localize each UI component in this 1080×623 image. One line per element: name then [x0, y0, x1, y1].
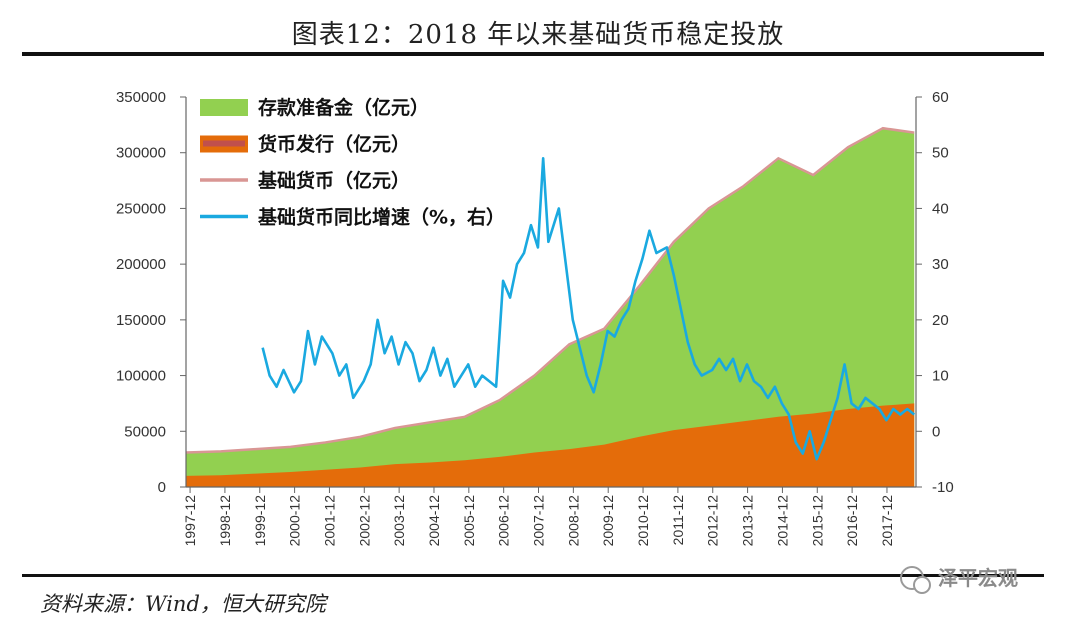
x-tick-label: 2016-12 — [844, 495, 860, 547]
left-y-tick-label: 0 — [158, 479, 166, 496]
line-base-money-yoy — [261, 156, 916, 461]
x-tick-label: 2002-12 — [356, 495, 372, 547]
watermark: 泽平宏观 — [900, 566, 1018, 594]
right-y-tick-label: 40 — [932, 200, 949, 217]
legend-label: 存款准备金（亿元） — [258, 96, 429, 119]
x-tick-label: 2001-12 — [321, 495, 337, 547]
right-y-tick-label: -10 — [932, 479, 954, 496]
chart-title: 图表12：2018 年以来基础货币稳定投放 — [292, 20, 785, 50]
legend-label: 货币发行（亿元） — [258, 133, 410, 156]
source-rule — [22, 574, 1044, 577]
x-tick-label: 2008-12 — [565, 495, 581, 547]
x-tick-label: 2009-12 — [600, 495, 616, 547]
right-y-tick-label: 60 — [932, 89, 949, 106]
x-tick-label: 2011-12 — [670, 495, 686, 546]
left-y-tick-label: 350000 — [116, 89, 166, 106]
left-y-ticks: 0 50000 100000 150000 200000 250000 300000 3500… — [116, 89, 186, 496]
x-tick-label: 1998-12 — [217, 495, 233, 547]
wechat-icon-small — [913, 576, 931, 594]
area-currency-issued — [186, 403, 915, 487]
x-tick-label: 2000-12 — [287, 495, 303, 547]
legend: 存款准备金（亿元） 货币发行（亿元） 基础货币（亿元） 基础货币同比增速（%，右） — [200, 96, 505, 229]
x-tick-label: 2013-12 — [740, 495, 756, 547]
x-tick-label: 2005-12 — [461, 495, 477, 547]
right-y-tick-label: 10 — [932, 368, 949, 385]
x-ticks: 1997-12 1998-12 1999-12 2000-12 2001-12 2002-… — [182, 487, 895, 546]
left-y-tick-label: 100000 — [116, 368, 166, 385]
watermark-text: 泽平宏观 — [938, 566, 1018, 590]
legend-swatch — [200, 99, 248, 116]
right-y-tick-label: 30 — [932, 256, 949, 273]
x-tick-label: 2017-12 — [879, 495, 895, 547]
line-layer — [185, 126, 916, 461]
title-underline — [22, 52, 1044, 56]
source-note: 资料来源：Wind，恒大研究院 — [40, 592, 329, 616]
area-layer — [186, 128, 915, 487]
left-y-tick-label: 50000 — [124, 423, 166, 440]
legend-swatch-inner — [203, 140, 245, 147]
x-tick-label: 2007-12 — [531, 495, 547, 547]
left-y-tick-label: 150000 — [116, 312, 166, 329]
left-y-tick-label: 300000 — [116, 145, 166, 162]
line-base-money — [185, 126, 915, 454]
x-tick-label: 2006-12 — [496, 495, 512, 547]
left-y-tick-label: 200000 — [116, 256, 166, 273]
right-y-tick-label: 20 — [932, 312, 949, 329]
x-tick-label: 1997-12 — [182, 495, 198, 547]
right-y-tick-label: 50 — [932, 145, 949, 162]
left-y-tick-label: 250000 — [116, 200, 166, 217]
x-tick-label: 2015-12 — [809, 495, 825, 547]
x-tick-label: 2004-12 — [426, 495, 442, 547]
x-tick-label: 2014-12 — [774, 495, 790, 547]
legend-label: 基础货币同比增速（%，右） — [257, 206, 505, 229]
right-y-tick-label: 0 — [932, 423, 940, 440]
x-tick-label: 2010-12 — [635, 495, 651, 547]
right-y-ticks: -10 0 10 20 30 40 50 60 — [916, 89, 954, 496]
legend-label: 基础货币（亿元） — [257, 169, 410, 192]
x-tick-label: 1999-12 — [252, 495, 268, 547]
area-reserve-deposits — [186, 128, 915, 487]
x-tick-label: 2012-12 — [705, 495, 721, 547]
x-tick-label: 2003-12 — [391, 495, 407, 547]
